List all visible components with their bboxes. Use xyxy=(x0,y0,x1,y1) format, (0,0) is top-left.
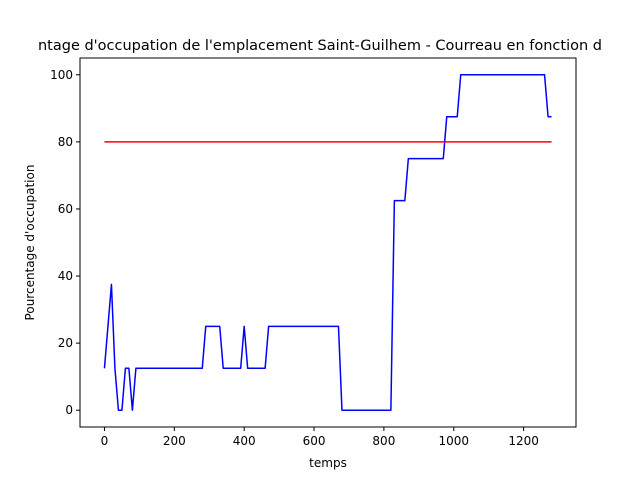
y-tick-label: 100 xyxy=(50,68,73,82)
y-axis: 0 20 40 60 80 100 xyxy=(50,68,80,417)
y-tick-label: 0 xyxy=(65,403,73,417)
axes-frame xyxy=(79,57,577,428)
x-tick-label: 200 xyxy=(163,434,186,448)
x-tick-label: 800 xyxy=(372,434,395,448)
x-tick-label: 1000 xyxy=(438,434,469,448)
y-tick-label: 40 xyxy=(58,269,73,283)
y-tick-label: 80 xyxy=(58,135,73,149)
chart-title: ntage d'occupation de l'emplacement Sain… xyxy=(38,38,602,54)
x-tick-label: 0 xyxy=(101,434,109,448)
x-tick-label: 600 xyxy=(303,434,326,448)
y-tick-label: 60 xyxy=(58,202,73,216)
x-tick-label: 1200 xyxy=(508,434,539,448)
y-tick-label: 20 xyxy=(58,336,73,350)
x-axis-label: temps xyxy=(309,456,347,470)
y-axis-label: Pourcentage d'occupation xyxy=(23,165,37,321)
plot-area xyxy=(103,74,552,411)
x-tick-label: 400 xyxy=(233,434,256,448)
x-axis: 0 200 400 600 800 1000 1200 xyxy=(101,427,539,448)
series-line-0 xyxy=(103,74,552,411)
